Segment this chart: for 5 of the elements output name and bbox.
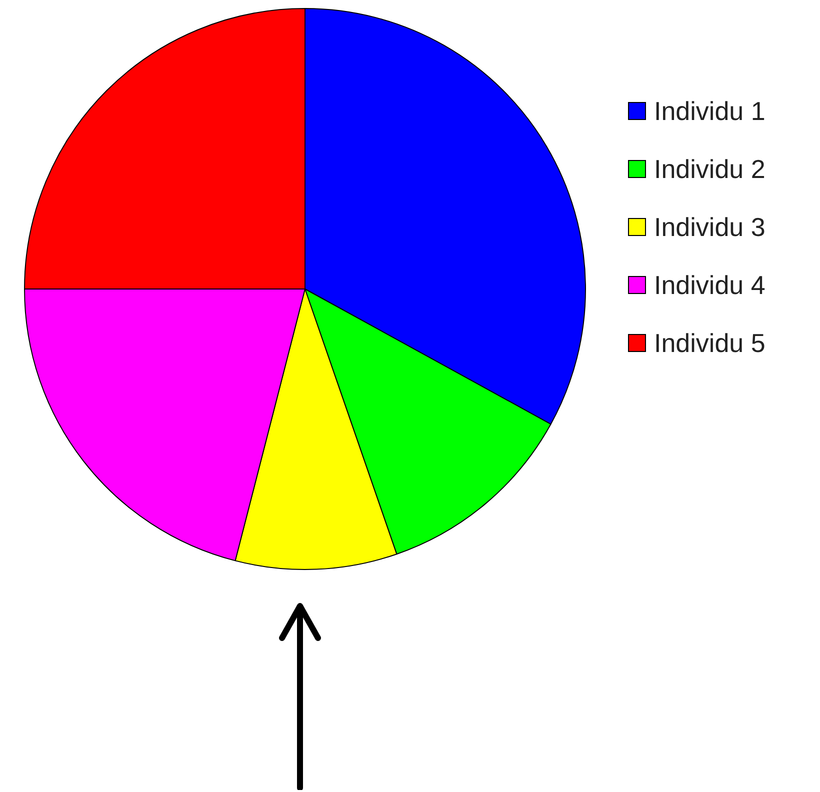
legend-label: Individu 2 xyxy=(654,153,766,186)
legend-label: Individu 4 xyxy=(654,269,766,302)
legend-label: Individu 3 xyxy=(654,211,766,244)
legend-label: Individu 5 xyxy=(654,327,766,360)
legend-label: Individu 1 xyxy=(654,95,766,128)
